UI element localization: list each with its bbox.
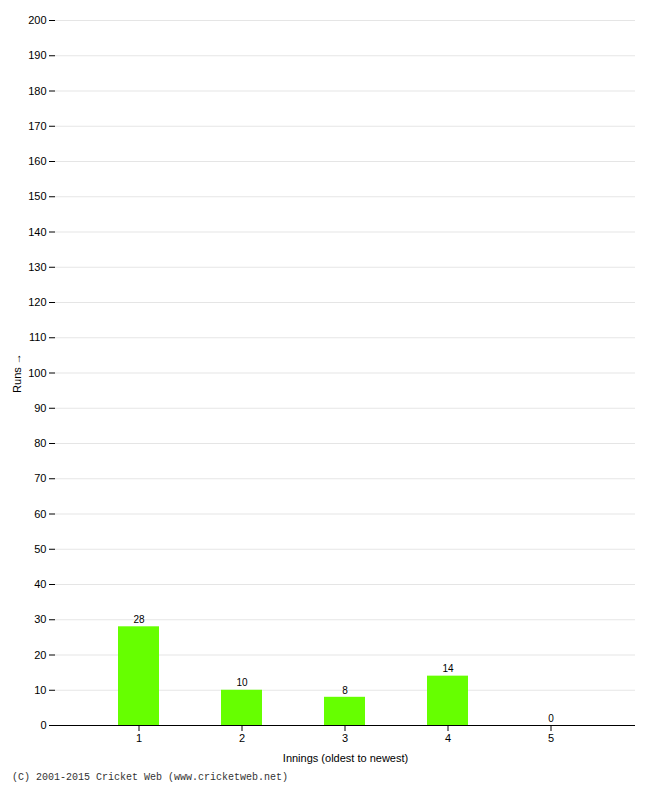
svg-text:180: 180: [28, 85, 46, 97]
svg-text:160: 160: [28, 155, 46, 167]
html-text:(C) 2001-2015 Cricket Web (www: (C) 2001-2015 Cricket Web (www.cricketwe…: [12, 772, 288, 783]
svg-text:4: 4: [445, 732, 451, 744]
svg-text:20: 20: [34, 649, 46, 661]
svg-text:5: 5: [548, 732, 554, 744]
svg-text:120: 120: [28, 296, 46, 308]
svg-text:Runs →: Runs →: [11, 353, 23, 393]
svg-text:Innings (oldest to newest): Innings (oldest to newest): [283, 752, 408, 764]
svg-text:170: 170: [28, 120, 46, 132]
svg-text:3: 3: [342, 732, 348, 744]
svg-text:30: 30: [34, 613, 46, 625]
svg-text:0: 0: [40, 719, 46, 731]
svg-text:80: 80: [34, 437, 46, 449]
svg-text:10: 10: [34, 684, 46, 696]
svg-text:90: 90: [34, 402, 46, 414]
svg-text:100: 100: [28, 367, 46, 379]
svg-text:200: 200: [28, 14, 46, 26]
svg-text:140: 140: [28, 226, 46, 238]
svg-text:150: 150: [28, 190, 46, 202]
svg-text:40: 40: [34, 578, 46, 590]
svg-text:0: 0: [548, 713, 554, 724]
svg-text:50: 50: [34, 543, 46, 555]
svg-text:1: 1: [136, 732, 142, 744]
svg-text:110: 110: [29, 331, 47, 343]
svg-text:8: 8: [342, 685, 348, 696]
svg-text:190: 190: [28, 49, 46, 61]
svg-text:14: 14: [442, 663, 454, 674]
svg-text:130: 130: [28, 261, 46, 273]
svg-text:70: 70: [34, 472, 46, 484]
svg-text:10: 10: [236, 677, 248, 688]
svg-text:2: 2: [239, 732, 245, 744]
svg-text:60: 60: [34, 508, 46, 520]
svg-text:28: 28: [133, 614, 145, 625]
